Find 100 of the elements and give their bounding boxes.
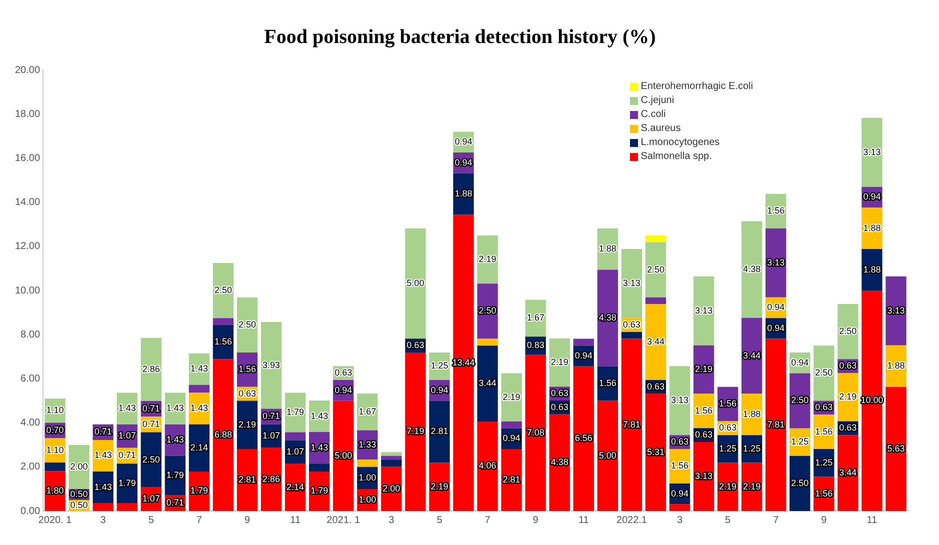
data-label: 2.81 — [430, 426, 448, 436]
x-tick-label: 9 — [244, 514, 250, 526]
data-label: 3.13 — [695, 305, 713, 316]
data-label: 0.63 — [238, 388, 256, 398]
y-tick-label: 8.00 — [20, 329, 40, 340]
bar — [92, 503, 114, 511]
data-label: 3.13 — [767, 257, 785, 268]
bar — [573, 366, 594, 511]
data-label: 3.44 — [478, 378, 496, 388]
data-label: 0.94 — [767, 322, 785, 333]
bar — [549, 414, 570, 511]
x-tick-label: 3 — [676, 514, 683, 526]
data-label: 1.56 — [815, 426, 833, 436]
bar — [597, 400, 618, 511]
bar — [669, 504, 690, 511]
x-tick-label: 2021. 1 — [326, 514, 360, 526]
data-label: 7.08 — [526, 427, 544, 438]
data-label: 3.13 — [670, 395, 689, 406]
data-label: 2.86 — [142, 364, 160, 374]
data-label: 1.56 — [214, 336, 232, 347]
data-label: 0.83 — [526, 340, 544, 350]
x-tick-label: 7 — [196, 514, 202, 526]
data-label: 5.63 — [887, 443, 905, 454]
x-tick-label: 5 — [436, 514, 443, 526]
bar — [405, 352, 426, 511]
x-tick-label: 9 — [821, 514, 828, 526]
bar — [741, 221, 762, 318]
data-label: 0.70 — [46, 425, 64, 435]
y-tick-label: 4.00 — [20, 418, 40, 429]
bar — [44, 462, 66, 472]
bar — [309, 464, 330, 472]
data-label: 0.94 — [454, 136, 472, 147]
data-label: 1.00 — [358, 472, 376, 482]
data-label: 2.19 — [238, 419, 256, 430]
data-label: 1.88 — [887, 360, 905, 371]
data-label: 2.19 — [502, 392, 520, 402]
data-label: 1.79 — [190, 486, 208, 496]
data-label: 2.00 — [382, 483, 400, 494]
bar — [212, 318, 234, 325]
data-label: 0.71 — [118, 450, 136, 460]
data-label: 0.71 — [142, 418, 160, 429]
data-label: 0.63 — [334, 368, 352, 378]
data-label: 0.71 — [262, 411, 280, 421]
data-label: 2.14 — [286, 482, 304, 492]
data-label: 1.43 — [166, 434, 184, 445]
bar — [645, 235, 666, 242]
bar — [116, 503, 138, 511]
chart-title: Food poisoning bacteria detection history (%) — [264, 26, 656, 48]
data-label: 1.56 — [598, 378, 616, 388]
data-label: 0.63 — [646, 381, 664, 392]
bar — [357, 460, 378, 467]
bar — [381, 460, 402, 467]
data-label: 2.50 — [839, 326, 857, 336]
bar — [477, 338, 498, 346]
bar — [525, 354, 546, 511]
x-tick-label: 2020. 1 — [38, 514, 72, 526]
data-label: 0.94 — [574, 350, 592, 360]
x-tick-label: 5 — [725, 514, 732, 526]
legend-label: S.aureus — [640, 122, 681, 136]
bar — [453, 214, 474, 511]
x-tick-label: 5 — [148, 514, 154, 526]
bar — [862, 118, 882, 187]
data-label: 1.88 — [863, 222, 881, 233]
data-label: 1.43 — [310, 410, 328, 421]
data-label: 2.50 — [646, 264, 664, 274]
data-label: 1.43 — [118, 403, 136, 414]
data-label: 3.44 — [646, 336, 664, 347]
data-label: 2.19 — [478, 254, 496, 264]
data-label: 7.81 — [767, 419, 785, 430]
y-tick-label: 0.00 — [20, 506, 40, 517]
data-label: 1.79 — [166, 470, 184, 480]
data-label: 1.43 — [310, 442, 328, 452]
data-label: 0.63 — [719, 422, 737, 433]
data-label: 1.07 — [142, 494, 160, 504]
data-label: 7.19 — [406, 426, 424, 436]
data-label: 2.81 — [502, 474, 520, 485]
bar — [645, 394, 666, 511]
data-label: 0.71 — [142, 403, 160, 414]
bar — [838, 435, 858, 511]
y-tick-label: 20.00 — [14, 64, 40, 76]
data-label: 3.13 — [622, 278, 640, 288]
data-label: 0.71 — [166, 498, 184, 508]
data-label: 1.56 — [815, 488, 833, 498]
x-tick-label: 3 — [100, 514, 106, 526]
data-label: 1.25 — [719, 443, 737, 454]
bar — [645, 297, 666, 304]
data-label: 0.71 — [94, 426, 112, 437]
x-tick-label: 11 — [866, 514, 878, 526]
data-label: 0.94 — [767, 302, 785, 312]
x-tick-label: 9 — [532, 514, 539, 526]
data-label: 1.07 — [118, 430, 136, 441]
data-label: 2.86 — [262, 474, 280, 484]
data-label: 3.44 — [839, 468, 857, 478]
data-label: 1.88 — [598, 244, 616, 254]
bar — [501, 421, 522, 428]
bar — [597, 270, 618, 366]
data-label: 0.50 — [70, 488, 88, 499]
legend-label: L.monocytogenes — [640, 136, 720, 150]
data-label: 1.67 — [358, 406, 376, 416]
data-label: 2.50 — [791, 395, 809, 406]
